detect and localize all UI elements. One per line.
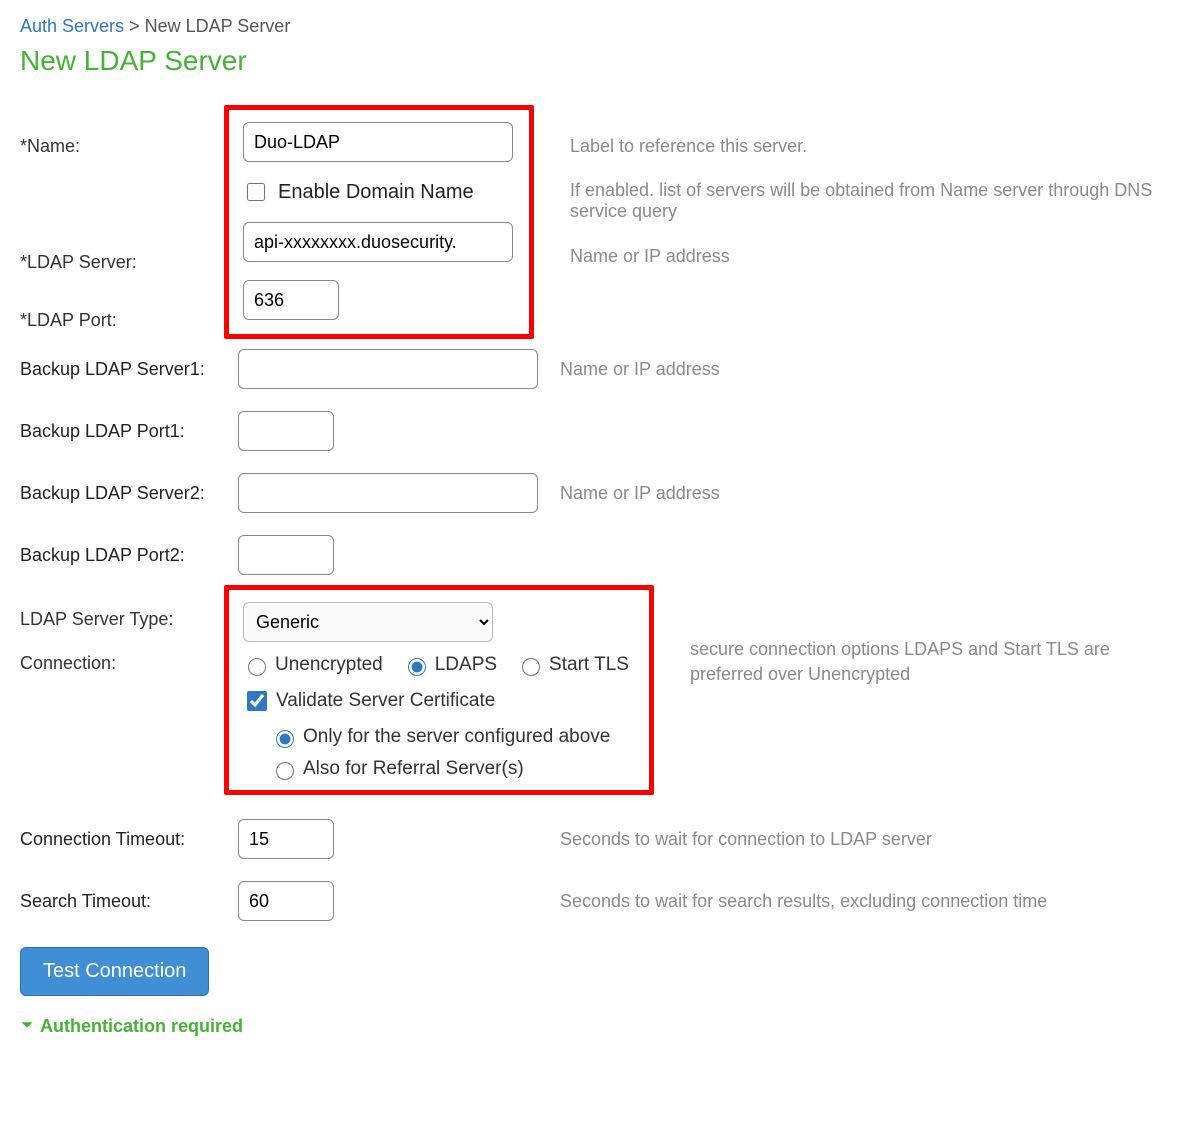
connection-ldaps-radio[interactable] bbox=[408, 658, 426, 676]
backup-server1-input[interactable] bbox=[238, 349, 538, 389]
connection-unencrypted-label: Unencrypted bbox=[275, 654, 383, 676]
server-type-select[interactable]: Generic bbox=[243, 602, 493, 642]
highlight-box-primary: Enable Domain Name bbox=[224, 105, 534, 339]
hint-backup-server2: Name or IP address bbox=[548, 483, 1170, 504]
label-ldap-server: *LDAP Server: bbox=[20, 233, 238, 291]
hint-name: Label to reference this server. bbox=[558, 117, 1170, 175]
highlight-box-connection: Generic Unencrypted LDAPS Start TLS Vali… bbox=[224, 585, 654, 795]
hint-enable-dn: If enabled. list of servers will be obta… bbox=[558, 175, 1170, 227]
primary-server-group: *Name: *LDAP Server: *LDAP Port: Enable … bbox=[20, 117, 1170, 349]
hint-connection: secure connection options LDAPS and Star… bbox=[678, 637, 1170, 687]
search-timeout-input[interactable] bbox=[238, 881, 334, 921]
connection-radio-group: Unencrypted LDAPS Start TLS bbox=[243, 654, 635, 676]
breadcrumb-current: New LDAP Server bbox=[145, 16, 291, 36]
breadcrumb-parent-link[interactable]: Auth Servers bbox=[20, 16, 124, 36]
row-backup-port1: Backup LDAP Port1: bbox=[20, 411, 1170, 451]
validate-cert-label: Validate Server Certificate bbox=[276, 690, 495, 712]
chevron-down-icon bbox=[20, 1016, 34, 1037]
label-search-timeout: Search Timeout: bbox=[20, 891, 238, 912]
row-search-timeout: Search Timeout: Seconds to wait for sear… bbox=[20, 881, 1170, 921]
label-backup-port2: Backup LDAP Port2: bbox=[20, 545, 238, 566]
validate-cert-checkbox[interactable] bbox=[247, 691, 267, 711]
validate-only-label: Only for the server configured above bbox=[303, 726, 610, 748]
ldap-port-input[interactable] bbox=[243, 280, 339, 320]
label-connection: Connection: bbox=[20, 641, 238, 685]
hint-search-timeout: Seconds to wait for search results, excl… bbox=[548, 891, 1170, 912]
page-title: New LDAP Server bbox=[20, 45, 1170, 77]
label-name: *Name: bbox=[20, 117, 238, 175]
hint-ldap-server: Name or IP address bbox=[558, 227, 1170, 285]
row-backup-server1: Backup LDAP Server1: Name or IP address bbox=[20, 349, 1170, 389]
hint-backup-server1: Name or IP address bbox=[548, 359, 1170, 380]
backup-port2-input[interactable] bbox=[238, 535, 334, 575]
backup-port1-input[interactable] bbox=[238, 411, 334, 451]
ldap-server-input[interactable] bbox=[243, 222, 513, 262]
breadcrumb-sep: > bbox=[129, 16, 140, 36]
hint-conn-timeout: Seconds to wait for connection to LDAP s… bbox=[548, 829, 1170, 850]
label-conn-timeout: Connection Timeout: bbox=[20, 829, 238, 850]
auth-required-label: Authentication required bbox=[40, 1016, 243, 1037]
label-ldap-port: *LDAP Port: bbox=[20, 291, 238, 349]
conn-timeout-input[interactable] bbox=[238, 819, 334, 859]
test-connection-button[interactable]: Test Connection bbox=[20, 947, 209, 996]
enable-domain-label: Enable Domain Name bbox=[278, 181, 474, 204]
backup-server2-input[interactable] bbox=[238, 473, 538, 513]
validate-referral-radio[interactable] bbox=[276, 762, 294, 780]
connection-starttls-label: Start TLS bbox=[549, 654, 629, 676]
label-backup-server2: Backup LDAP Server2: bbox=[20, 483, 238, 504]
row-backup-port2: Backup LDAP Port2: bbox=[20, 535, 1170, 575]
enable-domain-checkbox[interactable] bbox=[247, 183, 265, 201]
breadcrumb: Auth Servers > New LDAP Server bbox=[20, 16, 1170, 37]
validate-only-radio[interactable] bbox=[276, 730, 294, 748]
auth-required-toggle[interactable]: Authentication required bbox=[20, 1016, 243, 1037]
connection-unencrypted-radio[interactable] bbox=[248, 658, 266, 676]
hint-ldap-port bbox=[558, 285, 1170, 343]
row-backup-server2: Backup LDAP Server2: Name or IP address bbox=[20, 473, 1170, 513]
connection-ldaps-label: LDAPS bbox=[435, 654, 497, 676]
label-server-type: LDAP Server Type: bbox=[20, 597, 238, 641]
validate-referral-label: Also for Referral Server(s) bbox=[303, 758, 524, 780]
validate-scope-group: Only for the server configured above Als… bbox=[271, 726, 635, 780]
name-input[interactable] bbox=[243, 122, 513, 162]
row-conn-timeout: Connection Timeout: Seconds to wait for … bbox=[20, 819, 1170, 859]
connection-starttls-radio[interactable] bbox=[522, 658, 540, 676]
label-enable-dn-spacer bbox=[20, 175, 238, 233]
label-backup-port1: Backup LDAP Port1: bbox=[20, 421, 238, 442]
label-backup-server1: Backup LDAP Server1: bbox=[20, 359, 238, 380]
connection-group: LDAP Server Type: Connection: Generic Un… bbox=[20, 597, 1170, 805]
